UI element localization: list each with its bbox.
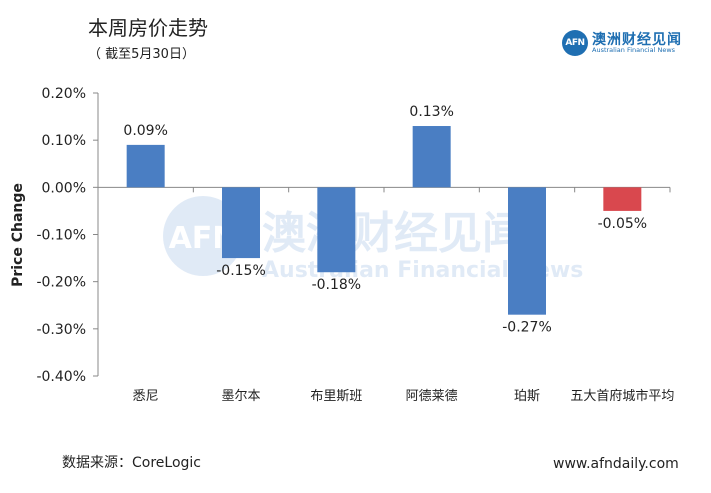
chart-subtitle: （ 截至5月30日） <box>88 47 195 62</box>
x-tick-label: 五大首府城市平均 <box>570 388 674 404</box>
afn-logo-icon: AFN <box>562 30 588 56</box>
bar-value-label: -0.05% <box>598 216 648 232</box>
y-tick-label: -0.30% <box>36 322 86 338</box>
bar <box>508 187 546 315</box>
bars <box>126 126 642 315</box>
y-tick-label: -0.40% <box>36 369 86 385</box>
x-tick-label: 珀斯 <box>514 389 540 404</box>
y-tick-label: 0.10% <box>42 133 86 149</box>
logo-cn-name: 澳洲财经见闻 <box>592 32 682 48</box>
bar <box>317 187 356 273</box>
data-source-note: 数据来源：CoreLogic <box>62 455 201 471</box>
y-tick-label: 0.00% <box>42 180 86 196</box>
x-tick-label: 悉尼 <box>133 389 159 404</box>
x-tick-label: 布里斯班 <box>310 389 362 404</box>
website-url: www.afndaily.com <box>553 456 679 472</box>
bar-value-label: -0.15% <box>216 263 266 279</box>
y-axis-label: Price Change <box>10 183 26 287</box>
logo-en-name: Australian Financial News <box>592 46 676 54</box>
y-ticks: 0.20% 0.10% 0.00% -0.10% -0.20% -0.30% -0.40% <box>36 86 671 385</box>
value-labels: 0.09% -0.15% -0.18% 0.13% -0.27% -0.05% <box>123 104 647 336</box>
bar-value-label: -0.18% <box>312 277 362 293</box>
afn-logo: AFN 澳洲财经见闻 Australian Financial News <box>562 28 702 58</box>
bar-value-label: 0.13% <box>409 104 453 120</box>
bar-value-label: -0.27% <box>502 320 552 336</box>
y-tick-label: -0.20% <box>36 275 86 291</box>
y-tick-label: 0.20% <box>42 86 86 102</box>
chart-title: 本周房价走势 <box>88 16 208 40</box>
bar-value-label: 0.09% <box>123 123 167 139</box>
x-tick-labels: 悉尼 墨尔本 布里斯班 阿德莱德 珀斯 五大首府城市平均 <box>133 388 675 404</box>
bar <box>222 187 260 259</box>
bar <box>412 126 451 188</box>
bar <box>603 187 642 211</box>
watermark-cn-name: 澳洲财经见闻 <box>262 208 526 259</box>
y-tick-label: -0.10% <box>36 228 86 244</box>
x-tick-label: 墨尔本 <box>221 389 260 404</box>
x-tick-label: 阿德莱德 <box>406 389 458 404</box>
bar <box>126 144 165 188</box>
